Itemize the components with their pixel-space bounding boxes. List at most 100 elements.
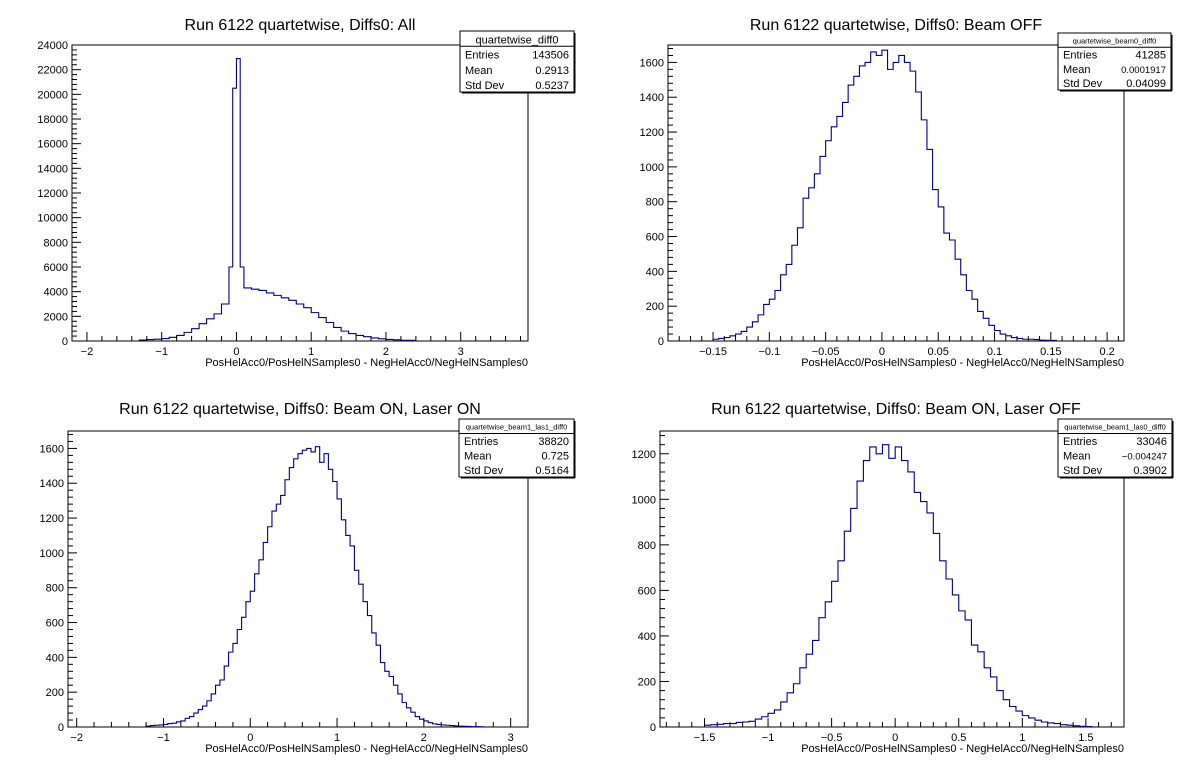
y-tick-label: 1000 [640,162,664,174]
x-axis: −0.15 −0.1 −0.05 0 0.05 0.1 0.15 0.2 [667,332,1119,358]
stats-row-value: 0.04099 [1126,78,1166,90]
y-tick-label: 1600 [640,57,664,69]
y-tick-label: 8000 [44,237,68,249]
stats-row-label: Mean [1063,451,1091,463]
x-tick-label: 0 [233,346,239,358]
y-tick-label: 0 [658,336,664,348]
y-tick-label: 2000 [44,311,68,323]
y-tick-label: 600 [46,618,64,630]
x-tick-label: −2 [70,732,83,744]
y-tick-label: 1200 [632,449,656,461]
plot-frame [67,430,529,728]
stats-box: quartetwise_beam0_diff0 Entries 41285 Mean 0… [1057,32,1173,92]
y-tick-label: 400 [646,266,664,278]
chart-title: Run 6122 quartetwise, Diffs0: Beam OFF [750,17,1043,34]
histogram-pad-3: Run 6122 quartetwise, Diffs0: Beam ON, L… [40,401,576,755]
y-tick-label: 6000 [44,262,68,274]
stats-row-value: 0.725 [541,451,569,463]
y-tick-label: 1400 [40,478,64,490]
chart-title: Run 6122 quartetwise, Diffs0: Beam ON, L… [711,401,1081,418]
y-tick-label: 400 [638,631,656,643]
stats-box-frame [459,30,575,93]
histogram-pad-4: Run 6122 quartetwise, Diffs0: Beam ON, L… [632,401,1174,755]
y-tick-label: 1000 [40,548,64,560]
x-tick-label: 0.15 [1040,346,1061,358]
x-tick-label: 0 [892,732,898,744]
stats-box-name: quartetwise_beam1_las1_diff0 [466,423,568,432]
stats-row-label: Std Dev [464,465,504,477]
stats-row-label: Std Dev [465,80,505,92]
y-tick-label: 1600 [40,443,64,455]
y-tick-label: 800 [646,197,664,209]
stats-row-label: Std Dev [1063,465,1103,477]
y-tick-label: 18000 [37,114,68,126]
y-tick-label: 1400 [640,92,664,104]
stats-row-label: Mean [465,65,493,77]
stats-box-name: quartetwise_beam1_las0_diff0 [1064,423,1166,432]
y-tick-label: 24000 [37,40,68,52]
stats-box-frame [1057,418,1173,478]
x-axis-label: PosHelAcc0/PosHelNSamples0 - NegHelAcc0/… [801,743,1124,755]
stats-box: quartetwise_diff0 Entries 143506 Mean 0.2913… [459,30,576,94]
histogram-series-line [145,446,486,728]
x-tick-label: −0.1 [758,346,780,358]
x-tick-label: −1 [155,346,168,358]
y-tick-label: 1200 [640,127,664,139]
x-tick-label: 0 [879,346,885,358]
y-axis: 0 200 400 600 800 1000 1200 1400 1600 [640,47,677,348]
y-axis: 0 200 400 600 800 1000 1200 [632,435,669,734]
y-tick-label: 1200 [40,513,64,525]
y-tick-label: 4000 [44,287,68,299]
x-tick-label: 1 [334,732,340,744]
x-tick-label: 2 [383,346,389,358]
y-tick-label: 10000 [37,213,68,225]
histogram-series-line [138,58,417,341]
x-tick-label: 0.1 [987,346,1002,358]
stats-box-name: quartetwise_diff0 [476,34,559,46]
plot-frame [667,44,1125,342]
x-tick-label: −1.5 [694,732,716,744]
y-tick-label: 800 [638,540,656,552]
x-tick-label: 2 [421,732,427,744]
y-axis: 0 2000 4000 6000 8000 10000 12000 14000 16000 180… [37,40,81,348]
stats-row-value: −0.004247 [1122,452,1167,463]
y-tick-label: 20000 [37,89,68,101]
x-axis-label: PosHelAcc0/PosHelNSamples0 - NegHelAcc0/… [205,743,528,755]
y-tick-label: 400 [46,652,64,664]
x-tick-label: 0.05 [928,346,949,358]
stats-box: quartetwise_beam1_las1_diff0 Entries 38820… [458,418,576,479]
stats-box-name: quartetwise_beam0_diff0 [1073,36,1157,45]
x-tick-label: −2 [81,346,94,358]
stats-row-label: Mean [464,451,492,463]
x-tick-label: −1 [157,732,170,744]
y-tick-label: 800 [46,583,64,595]
chart-title: Run 6122 quartetwise, Diffs0: Beam ON, L… [119,401,481,418]
plot-frame [659,430,1125,728]
stats-row-value: 0.0001917 [1121,65,1166,76]
stats-row-label: Entries [465,50,500,62]
stats-row-value: 0.5237 [535,80,569,92]
stats-row-value: 41285 [1135,50,1166,62]
y-tick-label: 14000 [37,163,68,175]
x-tick-label: 1 [1019,732,1025,744]
x-tick-label: −0.15 [699,346,727,358]
histogram-pad-2: Run 6122 quartetwise, Diffs0: Beam OFF −0… [640,17,1173,369]
stats-box-frame [458,418,575,478]
x-tick-label: −0.5 [821,732,843,744]
x-axis-label: PosHelAcc0/PosHelNSamples0 - NegHelAcc0/… [801,357,1124,369]
stats-row-label: Mean [1063,64,1091,76]
stats-row-value: 0.5164 [535,465,569,477]
x-tick-label: 1.5 [1078,732,1093,744]
y-tick-label: 16000 [37,139,68,151]
stats-row-label: Entries [1063,50,1098,62]
y-tick-label: 200 [638,676,656,688]
histogram-series-line [712,49,1057,342]
histogram-pad-1: Run 6122 quartetwise, Diffs0: All−2 −1 0 1 2… [37,17,576,369]
stats-box-frame [1057,32,1172,91]
stats-row-value: 38820 [538,436,569,448]
stats-row-value: 0.3902 [1133,465,1167,477]
y-tick-label: 200 [46,687,64,699]
x-axis: −1.5 −1 −0.5 0 0.5 1 1.5 [665,718,1125,744]
stats-row-value: 33046 [1136,436,1167,448]
